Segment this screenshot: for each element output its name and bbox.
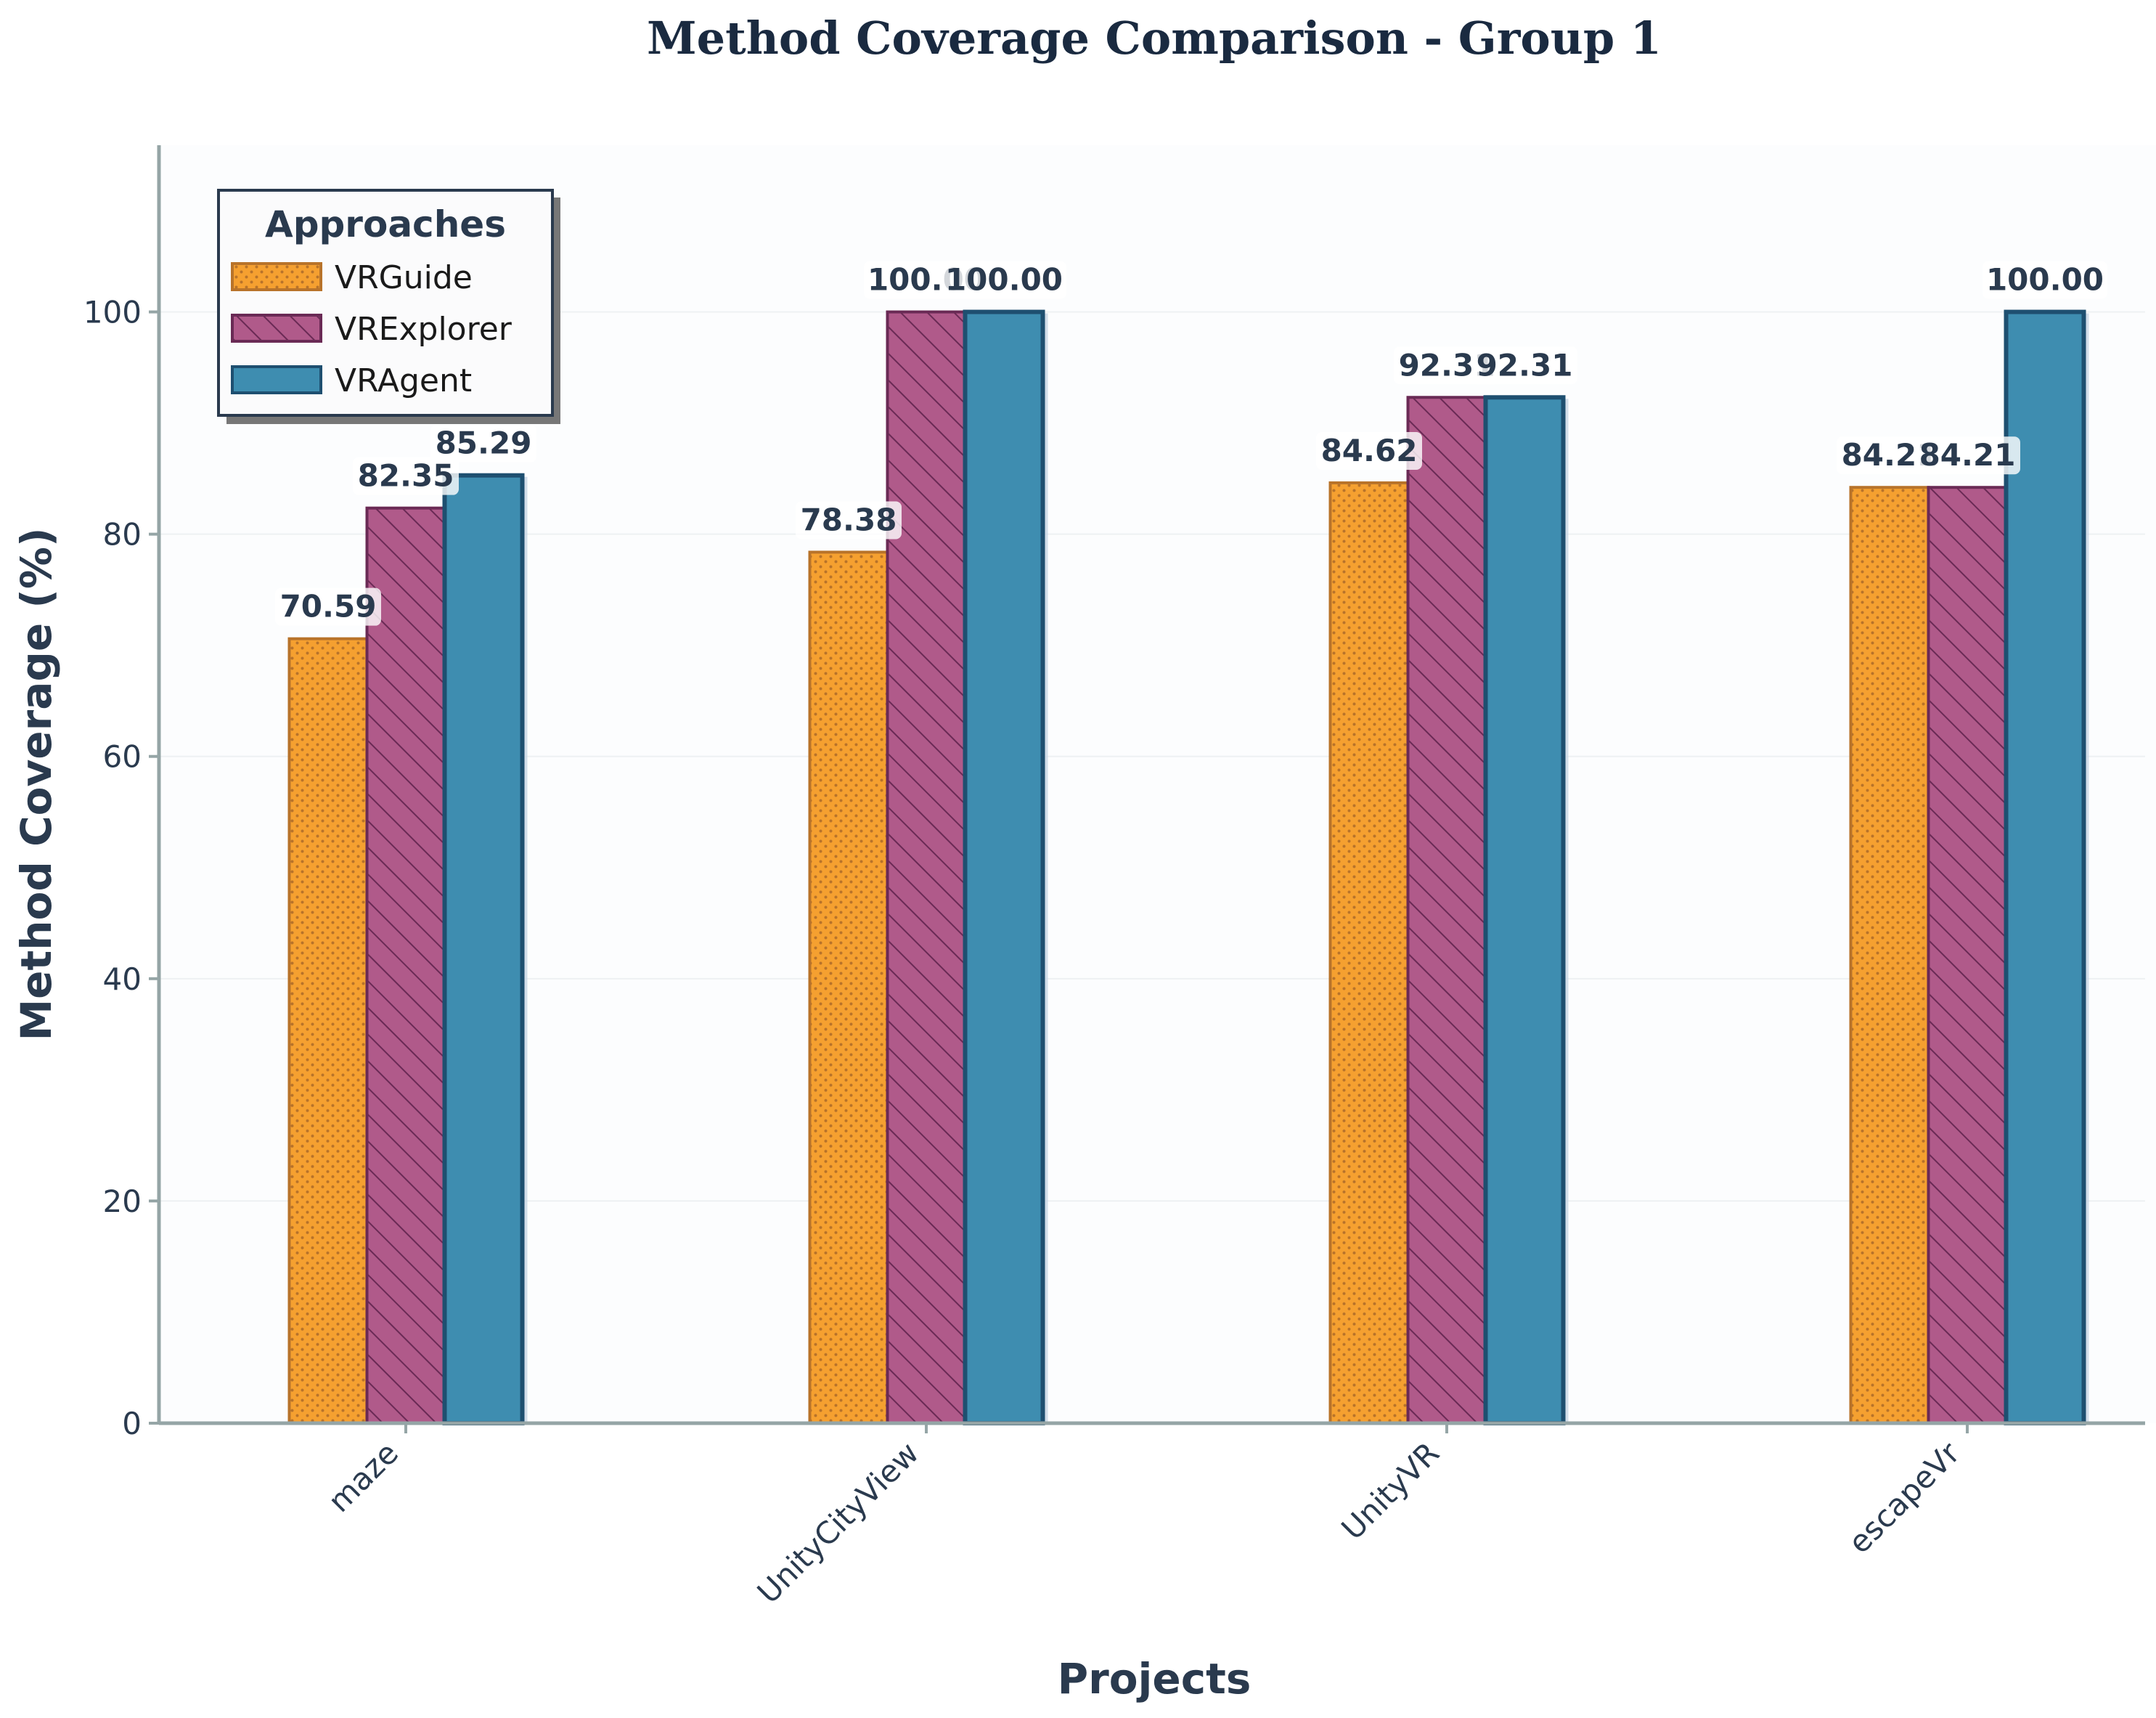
bar-vrexplorer — [1406, 396, 1487, 1425]
bar-label-box — [942, 261, 1066, 299]
bars — [287, 309, 2089, 1426]
y-tick-label: 80 — [103, 517, 142, 553]
bar-value-label: 84.21 — [1919, 437, 2016, 473]
bar-vragent — [442, 473, 525, 1426]
bar-label-box — [1316, 431, 1422, 470]
legend-label: VRGuide — [335, 259, 473, 296]
y-axis-label: Method Coverage (%) — [12, 527, 61, 1041]
bar-value-label: 82.35 — [358, 458, 454, 494]
y-tick-label: 100 — [83, 295, 142, 330]
legend-swatch — [231, 314, 322, 343]
bar-value-label: 85.29 — [436, 426, 532, 461]
bar-vragent — [2004, 309, 2086, 1426]
x-ticks: maze UnityCityView UnityVR escapeVr — [321, 1423, 1969, 1611]
bar-vrguide — [1328, 481, 1410, 1425]
bar-vrexplorer — [1927, 486, 2008, 1425]
legend-swatch — [231, 365, 322, 394]
y-tick-label: 20 — [103, 1184, 142, 1219]
legend-swatch — [231, 262, 322, 291]
legend-label: VRAgent — [335, 362, 472, 399]
bar-label-box — [1983, 261, 2107, 299]
bar-vrguide — [287, 637, 369, 1425]
bar-value-label: 78.38 — [801, 502, 897, 537]
bar-vrguide — [808, 550, 889, 1425]
legend-item-vrguide: VRGuide — [231, 259, 473, 296]
x-tick-label: UnityCityView — [751, 1435, 926, 1610]
bar-label-box — [275, 587, 381, 626]
legend-title: Approaches — [265, 203, 506, 245]
bar-value-label: 92.31 — [1477, 347, 1573, 383]
bar-label-box — [430, 424, 536, 463]
legend-label: VRExplorer — [335, 311, 513, 348]
bar-value-label: 100.00 — [1986, 262, 2104, 298]
x-tick-label: maze — [321, 1435, 405, 1519]
legend-items: VRGuide VRExplorer VRAgent — [231, 259, 513, 399]
bar-vrguide — [1849, 486, 1930, 1425]
bar-label-box — [1914, 436, 2020, 475]
bar-vragent — [1483, 395, 1566, 1426]
legend-item-vrexplorer: VRExplorer — [231, 311, 513, 348]
bar-label-box — [796, 501, 902, 540]
y-tick-label: 60 — [103, 739, 142, 775]
bar-value-label: 70.59 — [280, 589, 377, 624]
bar-value-label: 100.00 — [945, 262, 1063, 298]
bar-vrexplorer — [886, 310, 967, 1425]
chart-title: Method Coverage Comparison - Group 1 — [647, 12, 1662, 65]
y-tick-label: 0 — [122, 1406, 142, 1441]
bar-value-label: 84.62 — [1321, 433, 1418, 468]
bar-label-box — [353, 457, 459, 495]
y-tick-label: 40 — [103, 961, 142, 997]
bar-vrexplorer — [365, 506, 446, 1425]
x-tick-label: escapeVr — [1841, 1435, 1967, 1560]
bar-vragent — [963, 309, 1045, 1426]
legend: Approaches VRGuide VRExplorer VRAgent — [217, 189, 560, 424]
y-ticks: 0 20 40 60 80 100 — [83, 295, 159, 1441]
legend-item-vragent: VRAgent — [231, 362, 472, 399]
x-axis-label: Projects — [1058, 1654, 1251, 1703]
x-tick-label: UnityVR — [1334, 1435, 1446, 1547]
bar-label-box — [1471, 346, 1577, 385]
